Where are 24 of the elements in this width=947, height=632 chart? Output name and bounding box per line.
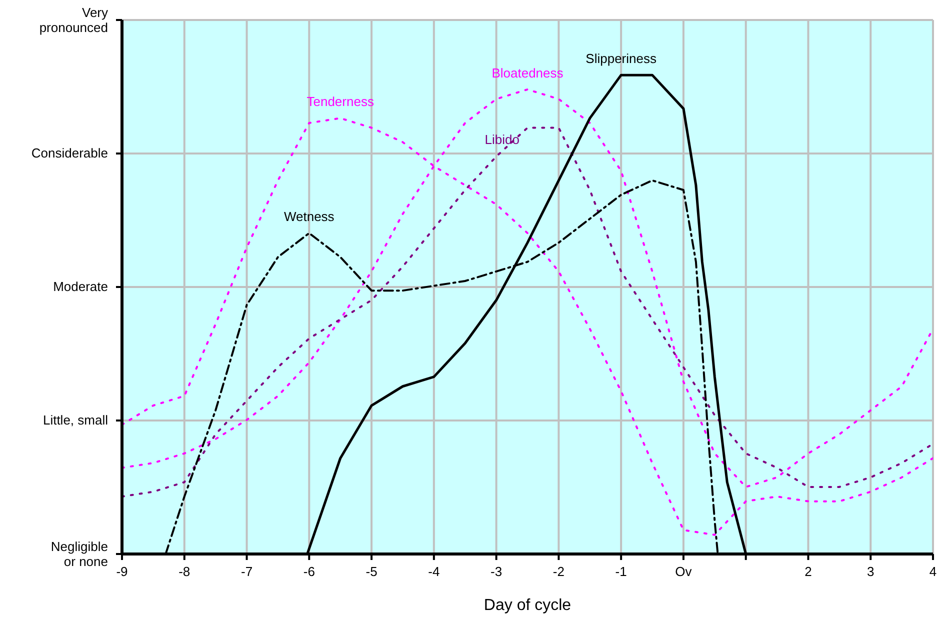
series-label: Slipperiness xyxy=(586,51,657,66)
text: Considerable xyxy=(31,146,108,160)
x-tick-label: -5 xyxy=(366,564,378,579)
x-tick-label: Ov xyxy=(675,564,692,579)
x-tick-label: -1 xyxy=(615,564,627,579)
series-label: Bloatedness xyxy=(492,65,564,80)
x-tick-label: -7 xyxy=(240,564,253,579)
text: Negligible or none xyxy=(50,539,108,569)
text: Very pronounced xyxy=(39,5,108,35)
series-label: Wetness xyxy=(284,209,335,224)
x-tick-label: -3 xyxy=(490,564,502,579)
text: Little, small xyxy=(42,412,108,428)
series-label: Tenderness xyxy=(306,94,374,110)
x-tick-label: -8 xyxy=(178,564,190,579)
x-tick-label: -4 xyxy=(428,564,440,579)
x-tick-label: -9 xyxy=(116,564,128,579)
x-tick-label: -2 xyxy=(552,564,564,579)
x-tick-label: 3 xyxy=(867,564,874,579)
x-tick-label: -6 xyxy=(303,564,315,579)
text: Moderate xyxy=(53,279,108,294)
x-tick-label: 4 xyxy=(929,564,937,579)
series-label: Libido xyxy=(484,132,520,147)
x-axis-title: Day of cycle xyxy=(484,597,572,614)
x-tick-label: 2 xyxy=(804,564,812,579)
